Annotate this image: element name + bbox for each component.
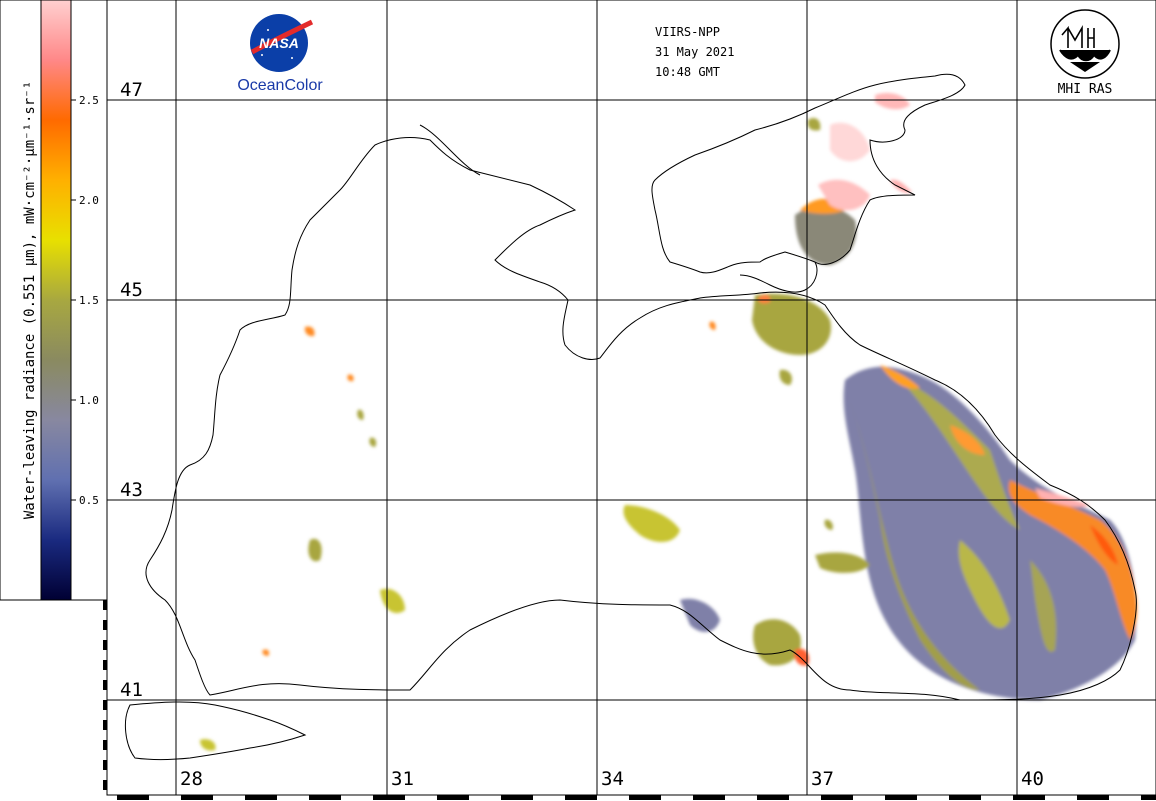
scale-segment bbox=[103, 620, 107, 630]
scale-segment bbox=[501, 795, 533, 800]
colorbar-tick-label: 2.0 bbox=[79, 194, 99, 207]
scale-segment bbox=[103, 780, 107, 790]
scale-segment bbox=[565, 795, 597, 800]
scale-segment bbox=[1141, 795, 1156, 800]
latitude-labels: 47 45 43 41 bbox=[120, 79, 143, 701]
longitude-labels: 28 31 34 37 40 bbox=[180, 768, 1044, 790]
scale-segment bbox=[949, 795, 981, 800]
satellite-name: VIIRS-NPP bbox=[655, 25, 720, 39]
image-info: VIIRS-NPP 31 May 2021 10:48 GMT bbox=[655, 25, 734, 79]
lon-label-31: 31 bbox=[391, 768, 414, 790]
scale-segment bbox=[117, 795, 149, 800]
lat-label-41: 41 bbox=[120, 679, 143, 701]
scale-segment bbox=[757, 795, 789, 800]
scale-segment bbox=[103, 680, 107, 690]
lon-label-28: 28 bbox=[180, 768, 203, 790]
lon-label-37: 37 bbox=[811, 768, 834, 790]
lon-label-40: 40 bbox=[1021, 768, 1044, 790]
bottom-scale-bar bbox=[117, 795, 1156, 800]
scale-segment bbox=[693, 795, 725, 800]
scale-segment bbox=[103, 760, 107, 770]
colorbar-tick-label: 0.5 bbox=[79, 494, 99, 507]
mhi-ras-label: MHI RAS bbox=[1058, 82, 1113, 97]
scale-segment bbox=[103, 720, 107, 730]
colorbar-gradient bbox=[40, 0, 72, 601]
colorbar-label: Water-leaving radiance (0.551 µm), mW·cm… bbox=[22, 81, 38, 519]
svg-text:NASA: NASA bbox=[259, 35, 299, 51]
scale-segment bbox=[103, 740, 107, 750]
scale-segment bbox=[103, 700, 107, 710]
radiance-data-layer bbox=[200, 93, 1138, 751]
acquisition-time: 10:48 GMT bbox=[655, 65, 720, 79]
scale-segment bbox=[103, 600, 107, 610]
scale-segment bbox=[181, 795, 213, 800]
acquisition-date: 31 May 2021 bbox=[655, 45, 734, 59]
lat-label-45: 45 bbox=[120, 279, 143, 301]
colorbar-tick-label: 1.5 bbox=[79, 294, 99, 307]
scale-segment bbox=[1077, 795, 1109, 800]
coastline bbox=[124, 73, 1137, 760]
scale-segment bbox=[629, 795, 661, 800]
colorbar-tick-label: 2.5 bbox=[79, 94, 99, 107]
nasa-logo: NASA OceanColor bbox=[237, 14, 323, 94]
mhi-logo: MHI RAS bbox=[1050, 9, 1120, 97]
scale-segment bbox=[1013, 795, 1045, 800]
scale-segment bbox=[821, 795, 853, 800]
lat-label-47: 47 bbox=[120, 79, 143, 101]
lat-label-43: 43 bbox=[120, 479, 143, 501]
scale-segment bbox=[103, 660, 107, 670]
scale-segment bbox=[885, 795, 917, 800]
scale-segment bbox=[437, 795, 469, 800]
lon-label-34: 34 bbox=[601, 768, 624, 790]
colorbar-ticks: 2.5 2.0 1.5 1.0 0.5 bbox=[71, 94, 99, 507]
scale-segment bbox=[309, 795, 341, 800]
colorbar: 2.5 2.0 1.5 1.0 0.5 Water-leaving radiance (… bbox=[0, 0, 108, 601]
colorbar-tick-label: 1.0 bbox=[79, 394, 99, 407]
scale-segment bbox=[103, 640, 107, 650]
graticule bbox=[107, 0, 1156, 795]
oceancolor-label: OceanColor bbox=[237, 77, 323, 94]
scale-segment bbox=[373, 795, 405, 800]
scale-segment bbox=[245, 795, 277, 800]
